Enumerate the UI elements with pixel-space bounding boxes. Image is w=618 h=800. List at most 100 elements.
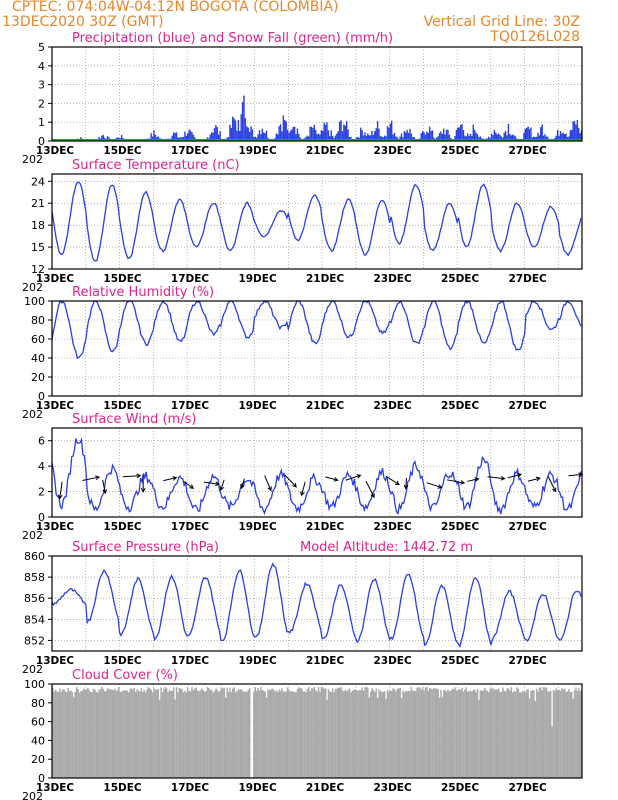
- cloud-bar: [459, 689, 462, 778]
- cloud-bar: [454, 687, 456, 778]
- cloud-bar: [420, 689, 423, 778]
- precip-bar: [120, 135, 123, 141]
- cloud-bar: [538, 687, 541, 778]
- precip-bar: [187, 133, 189, 141]
- precip-bar: [243, 95, 245, 141]
- cloud-bar: [80, 691, 82, 778]
- cloud-bar: [502, 687, 504, 778]
- precip-bar: [511, 134, 514, 141]
- precip-bar: [576, 119, 579, 141]
- precip-bar: [569, 130, 572, 141]
- precip-bar: [234, 120, 237, 141]
- x-tick-label: 27DEC: [509, 145, 548, 157]
- cloud-bar: [351, 690, 354, 778]
- y-tick-label: 12: [31, 263, 45, 276]
- cloud-bar: [106, 688, 109, 778]
- precip-bar: [184, 131, 186, 141]
- cloud-bar: [97, 692, 99, 778]
- cloud-bar: [524, 692, 527, 778]
- cloud-bar: [472, 689, 475, 778]
- wind-arrow: [568, 473, 583, 477]
- cloud-bar: [278, 689, 280, 778]
- cloud-bar: [241, 690, 244, 778]
- cloud-bar: [237, 689, 240, 778]
- precip-bar: [493, 129, 496, 141]
- cloud-bar: [466, 691, 469, 778]
- wind-arrow: [82, 476, 100, 481]
- cloud-bar: [392, 688, 394, 778]
- cloud-bar: [389, 689, 392, 778]
- precip-bar: [275, 133, 278, 141]
- precip-bar: [232, 116, 234, 141]
- cloud-bar: [423, 690, 425, 778]
- precip-bar: [316, 134, 318, 141]
- cloud-bar: [279, 690, 282, 778]
- cloud-bar: [258, 690, 261, 778]
- cloud-bar: [395, 691, 397, 778]
- x-tick-label: 27DEC: [509, 521, 548, 533]
- precip-bar: [565, 133, 567, 141]
- cloud-bar: [216, 689, 219, 778]
- cloud-bar: [232, 688, 234, 778]
- cloud-bar: [464, 689, 466, 778]
- y-tick-label: 20: [31, 753, 45, 766]
- x-year-stub: 202: [22, 281, 43, 294]
- cloud-bar: [129, 688, 131, 778]
- wind-arrow-head: [140, 487, 146, 493]
- cloud-bar: [558, 689, 560, 778]
- cloud-bar: [246, 691, 248, 778]
- precip-bar: [248, 131, 251, 141]
- precip-bar: [510, 135, 512, 141]
- precip-bar: [279, 124, 282, 141]
- precip-bar: [315, 130, 317, 141]
- cloud-bar: [405, 690, 407, 778]
- y-tick-label: 80: [31, 697, 45, 710]
- panel-frame: [51, 300, 583, 397]
- precip-bar: [289, 130, 292, 141]
- cloud-bar: [253, 691, 255, 778]
- precip-bar: [490, 133, 493, 141]
- precip-bar: [526, 127, 528, 141]
- precip-bar: [568, 136, 570, 141]
- cloud-bar: [369, 691, 372, 778]
- cloud-bar: [320, 687, 323, 778]
- panel-frame: [51, 173, 583, 270]
- precip-bar: [537, 132, 539, 141]
- panel-title: Surface Wind (m/s): [72, 412, 196, 427]
- x-tick-label: 25DEC: [441, 273, 480, 285]
- x-tick-label: 25DEC: [441, 655, 480, 667]
- cloud-bar: [544, 687, 546, 778]
- precip-bar: [246, 126, 248, 141]
- wind-arrow: [59, 481, 63, 499]
- cloud-bar: [382, 691, 385, 778]
- y-tick-label: 854: [24, 613, 45, 626]
- cloud-bar: [293, 691, 296, 778]
- x-tick-label: 17DEC: [171, 273, 210, 285]
- panel-2: [48, 299, 583, 397]
- cloud-bar: [310, 688, 313, 778]
- x-tick-label: 21DEC: [306, 655, 345, 667]
- precip-bar: [488, 136, 490, 141]
- precip-bar: [572, 121, 574, 141]
- cloud-bar: [499, 691, 501, 778]
- cloud-bar: [372, 690, 375, 778]
- cloud-bar: [277, 692, 279, 778]
- x-tick-label: 17DEC: [171, 145, 210, 157]
- precip-bar: [239, 131, 241, 141]
- precip-bar: [347, 129, 349, 141]
- cloud-bar: [374, 691, 376, 778]
- cloud-bar: [254, 687, 257, 778]
- cloud-bar: [113, 689, 116, 778]
- precip-bar: [348, 136, 351, 141]
- cloud-bar: [271, 688, 273, 778]
- x-tick-label: 27DEC: [509, 273, 548, 285]
- y-tick-label: 3: [38, 79, 45, 92]
- panel-0: [48, 46, 583, 142]
- cloud-bar: [234, 692, 237, 778]
- cloud-bar: [479, 690, 482, 778]
- cloud-bar: [198, 691, 200, 778]
- precip-bar: [343, 124, 345, 141]
- cloud-bar: [81, 690, 84, 778]
- precip-bar: [423, 132, 425, 141]
- precip-bar: [257, 134, 259, 141]
